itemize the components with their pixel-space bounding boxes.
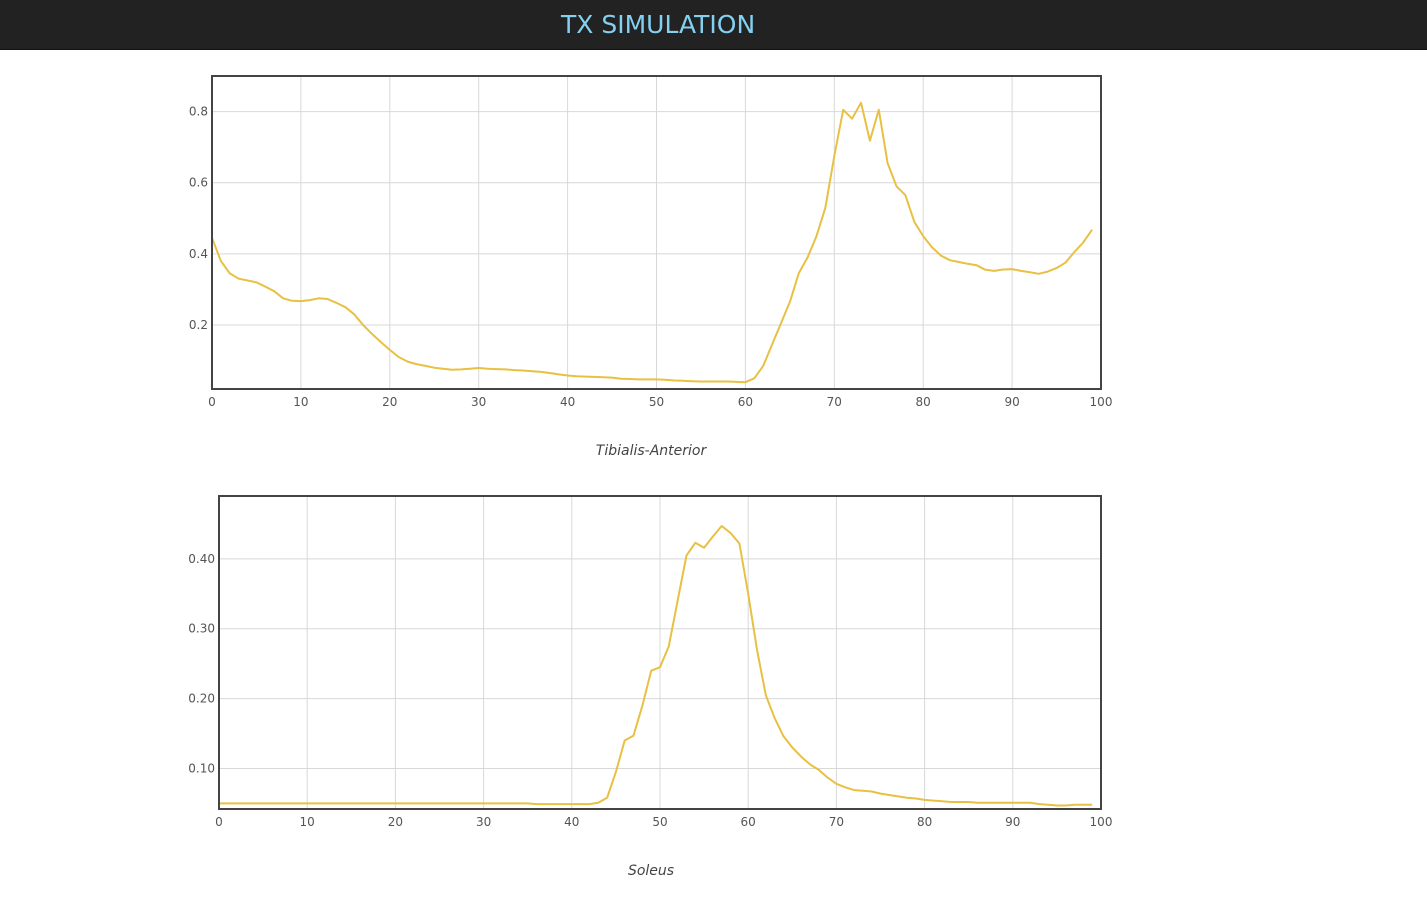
x-tick-label: 80	[917, 815, 932, 829]
x-tick-label: 0	[215, 815, 223, 829]
x-tick-label: 70	[827, 395, 842, 409]
x-tick-label: 10	[300, 815, 315, 829]
app-title: TX SIMULATION	[561, 10, 756, 39]
y-tick-label: 0.20	[188, 692, 215, 706]
plot-frame	[211, 75, 1102, 390]
grid	[219, 496, 1101, 809]
x-tick-label: 80	[916, 395, 931, 409]
x-tick-label: 30	[476, 815, 491, 829]
plot-frame	[218, 495, 1102, 810]
x-tick-label: 60	[741, 815, 756, 829]
x-tick-label: 20	[382, 395, 397, 409]
soleus-chart: 0 10 20 30 40 50 60 70 80 90 100 0.10 0.20 0.30 0.40 So…	[188, 495, 1113, 879]
y-tick-label: 0.10	[188, 761, 215, 775]
x-tick-label: 10	[293, 395, 308, 409]
y-tick-label: 0.30	[188, 622, 215, 636]
x-tick-label: 30	[471, 395, 486, 409]
x-tick-label: 50	[652, 815, 667, 829]
y-tick-label: 0.4	[189, 247, 208, 261]
tibialis-anterior-chart: 0 10 20 30 40 50 60 70 80 90 100 0.2 0.4 0.6 0.8 Tibial…	[189, 75, 1113, 459]
x-tick-label: 100	[1090, 395, 1113, 409]
y-tick-label: 0.8	[189, 105, 208, 119]
x-tick-label: 60	[738, 395, 753, 409]
x-tick-label: 70	[829, 815, 844, 829]
x-tick-label: 20	[388, 815, 403, 829]
x-tick-label: 40	[564, 815, 579, 829]
x-tick-label: 90	[1004, 395, 1019, 409]
x-tick-label: 40	[560, 395, 575, 409]
x-tick-label: 50	[649, 395, 664, 409]
ta-series-line	[211, 101, 1093, 384]
grid	[212, 76, 1101, 389]
x-tick-label: 100	[1090, 815, 1113, 829]
y-tick-label: 0.2	[189, 318, 208, 332]
chart-title: Tibialis-Anterior	[596, 443, 708, 459]
y-tick-label: 0.40	[188, 552, 215, 566]
chart-title: Soleus	[628, 863, 674, 879]
x-tick-label: 90	[1005, 815, 1020, 829]
x-tick-label: 0	[208, 395, 216, 409]
top-navbar: TX SIMULATION	[0, 0, 1427, 50]
soleus-series-line	[219, 525, 1093, 807]
y-tick-label: 0.6	[189, 176, 208, 190]
